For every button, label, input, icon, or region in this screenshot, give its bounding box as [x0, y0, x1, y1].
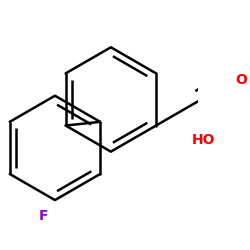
Text: O: O: [236, 73, 248, 87]
Text: F: F: [39, 210, 48, 224]
Text: HO: HO: [191, 133, 215, 147]
